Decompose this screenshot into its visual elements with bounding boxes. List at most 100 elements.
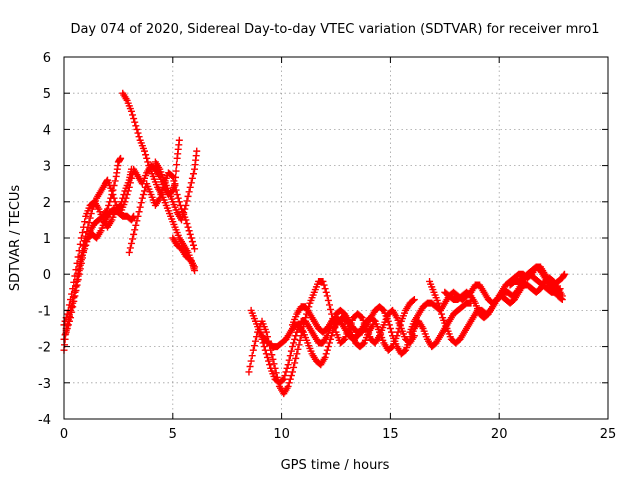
data-point [168, 172, 176, 180]
data-point [187, 179, 195, 187]
data-point [130, 230, 138, 238]
data-point [185, 188, 193, 196]
data-point [287, 347, 295, 355]
data-point [286, 375, 294, 383]
data-point [129, 235, 137, 243]
data-point [111, 177, 119, 185]
data-point [77, 234, 85, 242]
data-point [263, 353, 271, 361]
data-point [71, 292, 79, 300]
data-point [80, 223, 88, 231]
data-point [290, 363, 298, 371]
data-point [63, 325, 71, 332]
data-point [126, 244, 134, 252]
data-point [137, 199, 145, 207]
data-point [64, 321, 72, 329]
data-point [290, 339, 298, 347]
data-point [281, 372, 289, 380]
data-point [63, 310, 71, 318]
data-point [394, 328, 402, 336]
data-point [323, 292, 331, 300]
data-point [410, 296, 418, 304]
data-point [76, 265, 84, 273]
series-segment-1h [169, 234, 199, 271]
data-point [180, 209, 188, 217]
data-point [172, 167, 180, 175]
data-point [182, 201, 190, 209]
data-point [191, 245, 199, 253]
x-tick-label: 25 [600, 427, 617, 442]
data-point [120, 191, 128, 199]
data-point [261, 346, 269, 354]
data-point [169, 172, 177, 180]
data-marks [60, 89, 568, 398]
data-point [279, 376, 287, 384]
data-point [69, 303, 77, 311]
data-point [248, 352, 256, 360]
y-tick-label: 1 [43, 232, 51, 247]
data-point [133, 217, 141, 225]
data-point [262, 328, 270, 336]
data-point [288, 343, 296, 351]
data-point [393, 332, 401, 340]
data-point [434, 299, 442, 307]
data-point [65, 317, 73, 325]
data-point [291, 335, 299, 343]
data-point [132, 122, 140, 130]
y-tick-label: 6 [43, 51, 51, 66]
data-point [558, 292, 566, 300]
data-point [286, 352, 294, 360]
data-point [183, 197, 191, 205]
data-point [385, 321, 393, 329]
series-segment-2h [506, 263, 568, 289]
data-point [174, 194, 182, 202]
data-point [82, 241, 90, 249]
data-point [109, 186, 117, 194]
data-point [141, 187, 149, 195]
data-point [269, 355, 277, 363]
data-point [319, 277, 327, 285]
data-point [282, 368, 290, 376]
data-point [184, 223, 192, 231]
data-point [193, 147, 201, 155]
data-point [175, 136, 183, 144]
y-tick-label: -1 [38, 304, 51, 319]
data-point [186, 183, 194, 191]
data-point [293, 350, 301, 358]
data-point [78, 229, 86, 237]
data-point [327, 305, 335, 313]
data-point [133, 125, 141, 133]
data-point [179, 212, 187, 220]
x-axis-title: GPS time / hours [281, 458, 390, 473]
y-tick-label: 2 [43, 196, 51, 211]
data-point [115, 202, 123, 210]
data-point [435, 303, 443, 311]
data-point [295, 341, 303, 349]
data-point [321, 285, 329, 293]
data-point [283, 364, 291, 372]
data-point [292, 332, 300, 340]
data-point [291, 359, 299, 367]
data-point [67, 314, 75, 322]
data-point [370, 316, 378, 324]
data-point [262, 350, 270, 358]
data-point [107, 194, 115, 202]
data-point [71, 272, 79, 280]
data-point [74, 276, 82, 284]
data-point [246, 363, 254, 371]
data-point [379, 305, 387, 313]
data-point [127, 239, 135, 247]
data-point [186, 230, 194, 238]
data-point [108, 191, 116, 199]
data-point [171, 182, 179, 190]
data-point [117, 154, 125, 162]
data-point [117, 201, 125, 209]
series-segment-1d [62, 205, 138, 336]
x-tick-label: 20 [491, 427, 508, 442]
data-point [132, 221, 140, 229]
data-point [136, 203, 144, 211]
data-point [129, 111, 137, 119]
data-point [188, 238, 196, 246]
data-point [384, 317, 392, 325]
data-point [321, 353, 329, 361]
